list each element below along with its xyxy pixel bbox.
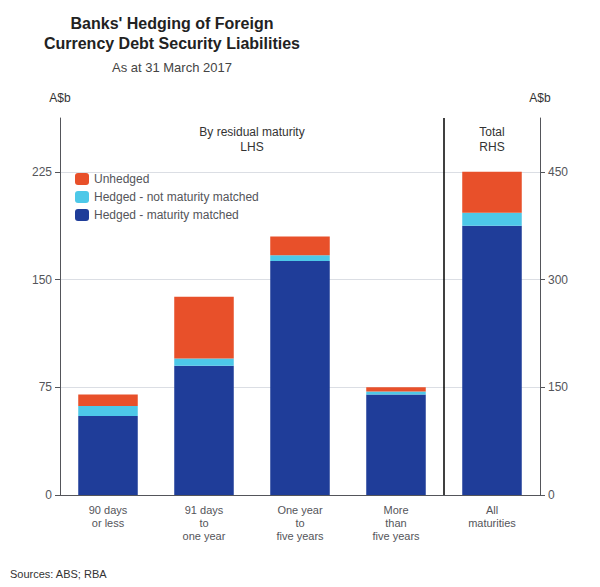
- svg-text:0: 0: [45, 488, 52, 502]
- svg-text:A$b: A$b: [529, 91, 551, 105]
- svg-text:to: to: [295, 517, 304, 529]
- svg-text:Currency Debt Security Liabili: Currency Debt Security Liabilities: [44, 35, 300, 52]
- svg-text:As at 31 March 2017: As at 31 March 2017: [112, 60, 232, 75]
- svg-text:one year: one year: [183, 530, 226, 542]
- svg-text:five years: five years: [276, 530, 324, 542]
- svg-text:maturities: maturities: [468, 517, 516, 529]
- svg-text:Unhedged: Unhedged: [94, 172, 149, 186]
- svg-text:450: 450: [548, 165, 568, 179]
- svg-text:Hedged - not maturity matched: Hedged - not maturity matched: [94, 190, 259, 204]
- svg-text:Banks' Hedging of Foreign: Banks' Hedging of Foreign: [70, 15, 273, 32]
- svg-text:75: 75: [39, 380, 53, 394]
- svg-text:Total: Total: [479, 125, 504, 139]
- svg-text:All: All: [486, 504, 498, 516]
- svg-text:or less: or less: [92, 517, 125, 529]
- svg-text:five years: five years: [372, 530, 420, 542]
- svg-text:90 days: 90 days: [89, 504, 128, 516]
- svg-text:By residual maturity: By residual maturity: [199, 125, 304, 139]
- svg-text:Hedged - maturity matched: Hedged - maturity matched: [94, 208, 239, 222]
- svg-text:0: 0: [548, 488, 555, 502]
- svg-text:One year: One year: [277, 504, 323, 516]
- svg-text:to: to: [199, 517, 208, 529]
- svg-text:300: 300: [548, 273, 568, 287]
- svg-text:Sources: ABS; RBA: Sources: ABS; RBA: [10, 568, 107, 580]
- svg-text:than: than: [385, 517, 406, 529]
- svg-text:A$b: A$b: [49, 91, 71, 105]
- svg-text:LHS: LHS: [240, 140, 263, 154]
- svg-text:225: 225: [32, 165, 52, 179]
- svg-text:150: 150: [548, 380, 568, 394]
- svg-text:150: 150: [32, 273, 52, 287]
- svg-text:91 days: 91 days: [185, 504, 224, 516]
- svg-text:More: More: [383, 504, 408, 516]
- svg-text:RHS: RHS: [479, 140, 504, 154]
